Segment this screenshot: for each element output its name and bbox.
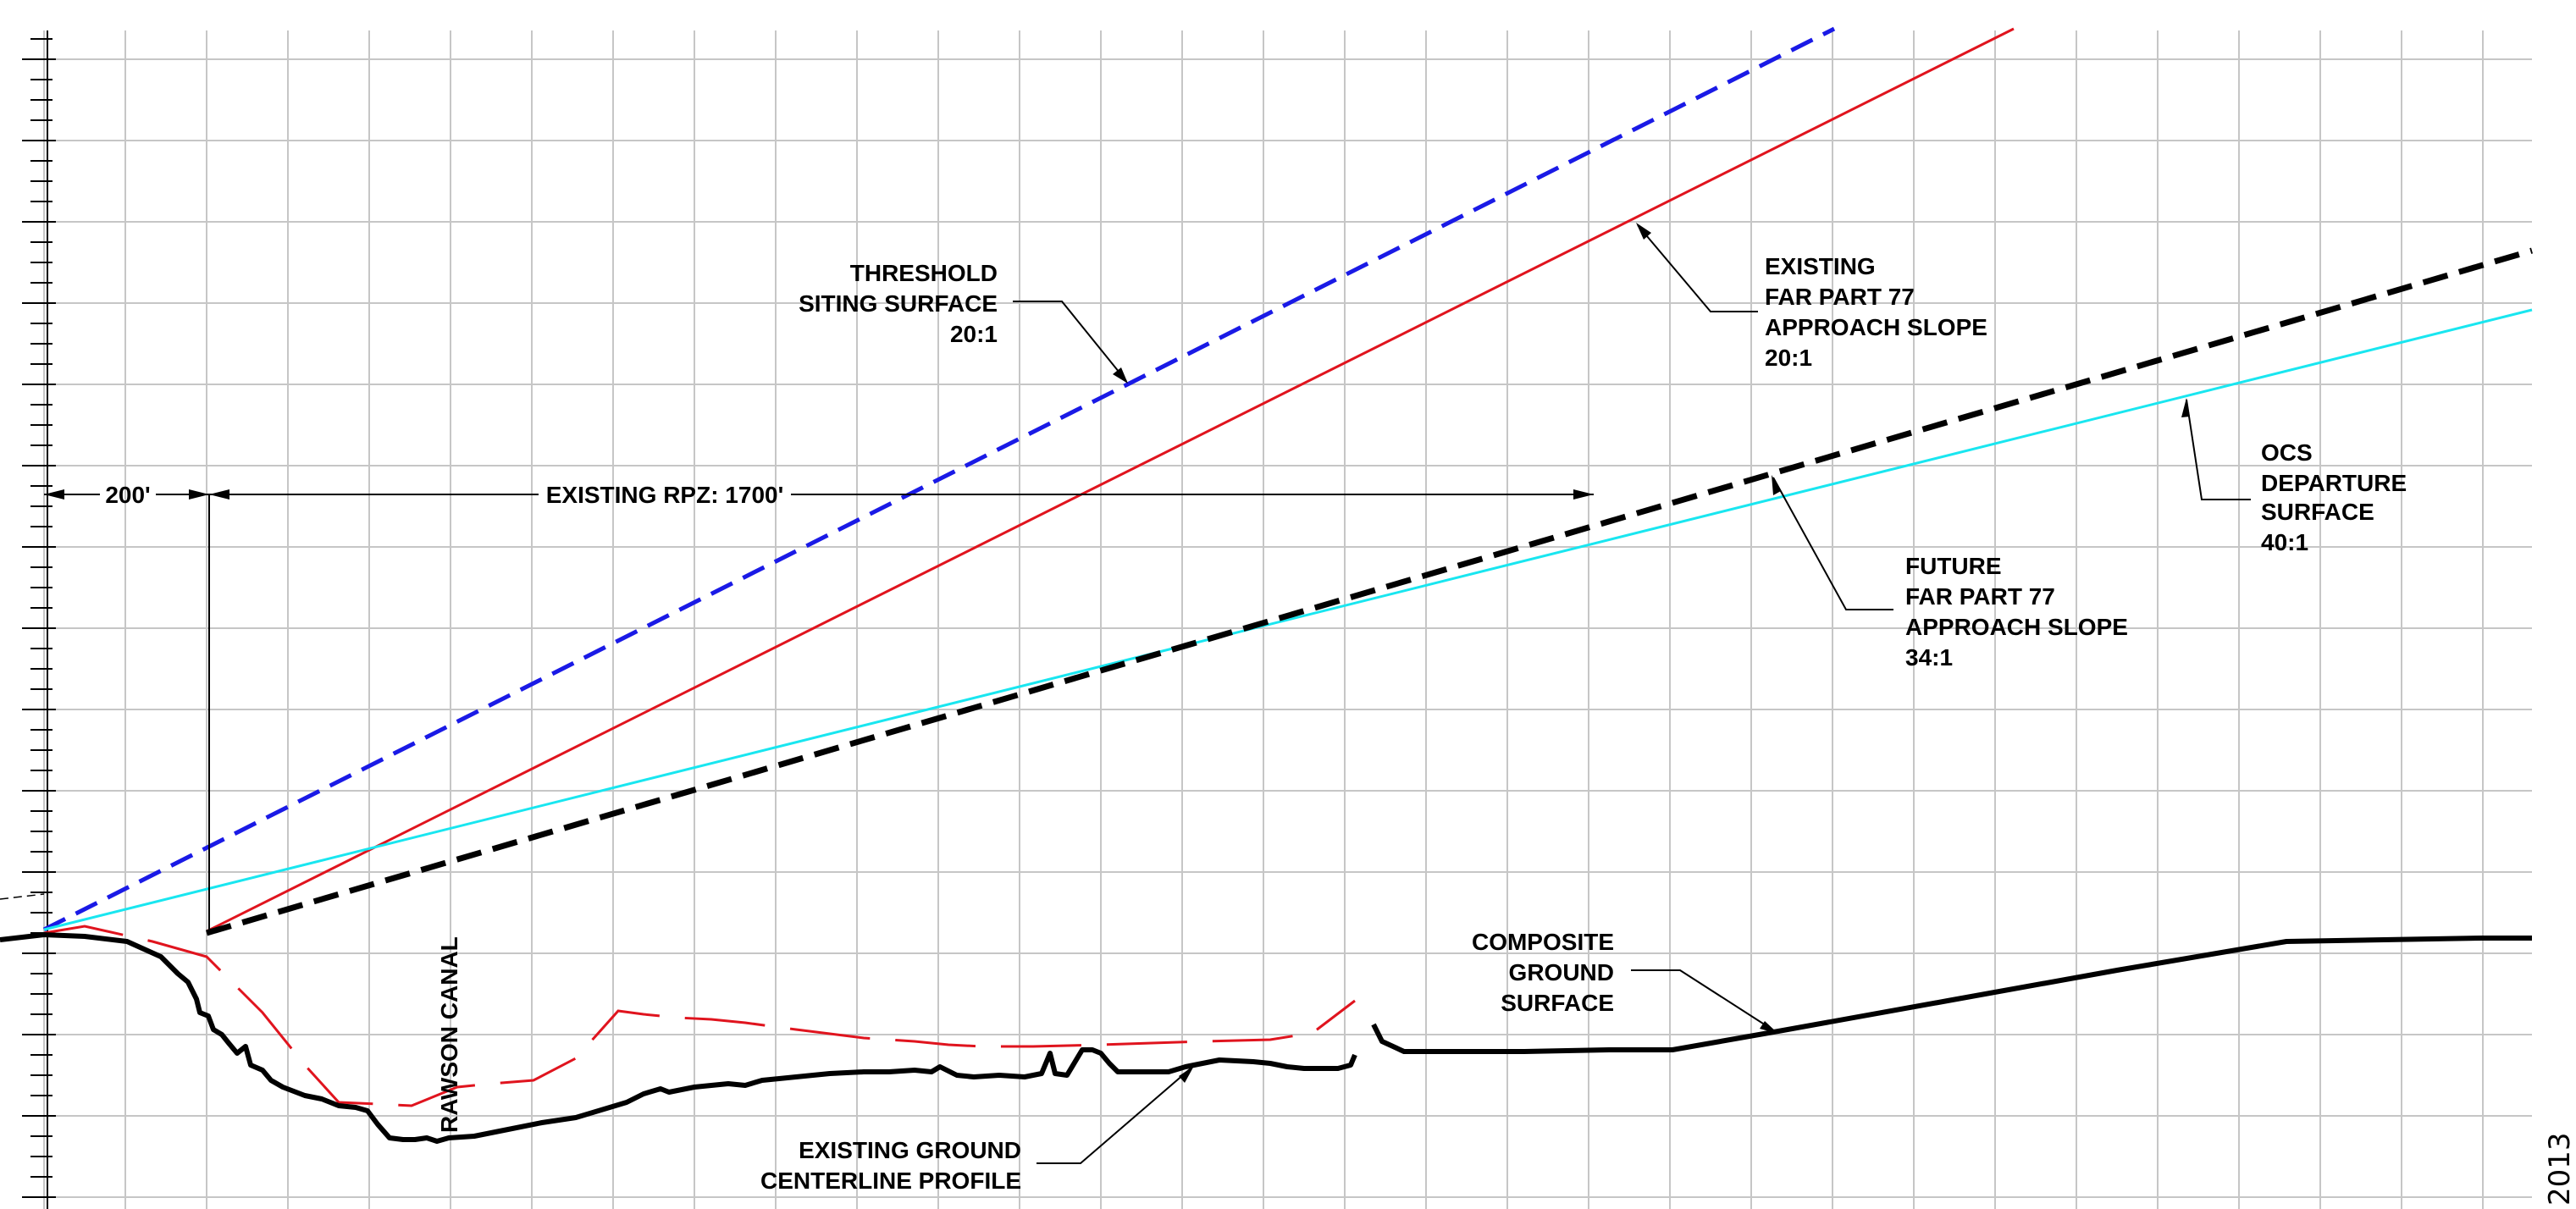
threshold-arrowhead — [1113, 367, 1128, 384]
existing-approach-label-line-4: 20:1 — [1765, 345, 1812, 371]
ocs-leader — [2186, 399, 2251, 500]
composite-label-line-2: GROUND — [1509, 959, 1614, 985]
dim-arrow-rpz-2 — [1573, 489, 1594, 500]
threshold-label: THRESHOLD SITING SURFACE 20:1 — [799, 260, 998, 347]
existing-approach-label-line-3: APPROACH SLOPE — [1765, 314, 1987, 340]
composite-ground-surface-line — [1371, 936, 2532, 1054]
existing-approach-slope-line — [206, 27, 2015, 933]
future-approach-slope-line — [206, 247, 2533, 936]
existing-approach-label-line-1: EXISTING — [1765, 253, 1876, 279]
ocs-label-line-3: SURFACE — [2261, 499, 2374, 525]
existing-ground-label: EXISTING GROUND CENTERLINE PROFILE — [760, 1137, 1021, 1194]
threshold-siting-surface-line — [42, 26, 1836, 932]
dim-200-label: 200' — [105, 482, 150, 508]
future-approach-label-line-1: FUTURE — [1905, 553, 2002, 579]
composite-label-line-3: SURFACE — [1501, 990, 1614, 1016]
vertical-scale-ruler — [22, 30, 56, 1209]
threshold-label-line-1: THRESHOLD — [850, 260, 998, 286]
grid-lines — [43, 30, 2532, 1209]
future-approach-label-line-3: APPROACH SLOPE — [1905, 614, 2128, 640]
ocs-label-line-4: 40:1 — [2261, 529, 2308, 555]
threshold-leader — [1013, 301, 1127, 382]
threshold-label-line-3: 20:1 — [950, 321, 998, 347]
existing-ground-profile-line — [0, 932, 1357, 1144]
existing-ground-label-line-2: CENTERLINE PROFILE — [760, 1168, 1021, 1194]
existing-ground-arrowhead — [1179, 1066, 1194, 1083]
composite-label-line-1: COMPOSITE — [1472, 929, 1614, 955]
dim-arrow-rpz-1 — [209, 489, 229, 500]
future-approach-label: FUTURE FAR PART 77 APPROACH SLOPE 34:1 — [1905, 553, 2128, 671]
ocs-arrowhead — [2181, 398, 2190, 417]
rawson-canal-label: RAWSON CANAL — [436, 936, 462, 1133]
existing-approach-leader — [1637, 224, 1758, 312]
rpz-label: EXISTING RPZ: 1700' — [546, 482, 784, 508]
future-approach-arrowhead — [1772, 475, 1781, 495]
future-approach-label-line-4: 34:1 — [1905, 644, 1953, 671]
year-stamp: 2013 — [2543, 1132, 2576, 1206]
ocs-departure-surface-line — [43, 308, 2533, 931]
leader-lines — [1013, 224, 2251, 1164]
ocs-label-line-2: DEPARTURE — [2261, 470, 2407, 496]
ocs-label: OCS DEPARTURE SURFACE 40:1 — [2261, 439, 2407, 555]
existing-ground-label-line-1: EXISTING GROUND — [799, 1137, 1021, 1163]
composite-leader — [1631, 969, 1776, 1032]
composite-arrowhead — [1760, 1021, 1778, 1034]
existing-approach-label-line-2: FAR PART 77 — [1765, 284, 1915, 310]
leader-arrowheads — [1113, 223, 2190, 1083]
future-approach-label-line-2: FAR PART 77 — [1905, 583, 2055, 610]
dim-arrow-left-1 — [44, 489, 64, 500]
threshold-label-line-2: SITING SURFACE — [799, 290, 998, 317]
future-approach-leader — [1772, 477, 1893, 610]
existing-ground-leader — [1036, 1068, 1191, 1164]
secondary-ground-profile-line — [43, 925, 1356, 1107]
existing-approach-arrowhead — [1636, 223, 1651, 240]
offsheet-dashed-stub — [0, 893, 45, 900]
composite-label: COMPOSITE GROUND SURFACE — [1472, 929, 1614, 1016]
existing-approach-label: EXISTING FAR PART 77 APPROACH SLOPE 20:1 — [1765, 253, 1987, 371]
dim-arrow-left-2 — [189, 489, 209, 500]
ocs-label-line-1: OCS — [2261, 439, 2313, 466]
rpz-dimension: 200' EXISTING RPZ: 1700' — [44, 482, 1594, 931]
